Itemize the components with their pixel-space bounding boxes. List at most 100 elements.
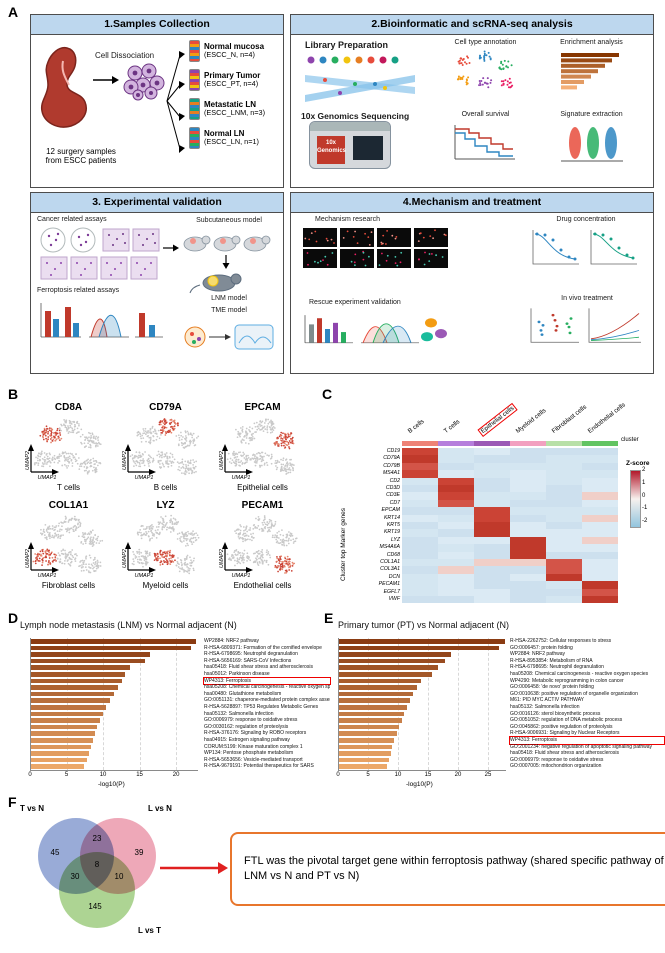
- heatmap-cell: [438, 448, 474, 456]
- heatmap-cell: [510, 462, 546, 471]
- heatmap-cell: [438, 499, 474, 508]
- heatmap-cell: [402, 455, 438, 463]
- umap-scatter: UMAP1 UMAP2: [219, 512, 307, 580]
- heatmap-cell: [402, 448, 438, 456]
- heatmap-cell: [510, 514, 546, 522]
- heatmap-cell: [510, 529, 546, 537]
- umap-scatter: UMAP1 UMAP2: [219, 414, 307, 482]
- umap-axes-icon: [27, 444, 59, 475]
- bar-label: R-HSA-5653656: Vesicle-mediated transpor…: [204, 756, 303, 763]
- heatmap-column-label: B cells: [406, 418, 426, 435]
- heatmap-cell: [402, 485, 438, 493]
- invivo-treatment-icon: [530, 308, 641, 343]
- heatmap-cell: [510, 507, 546, 515]
- zscore-legend-title: Z-score: [626, 460, 650, 467]
- umap-y-axis-label: UMAP2: [121, 549, 128, 568]
- red-arrow-icon: [160, 862, 228, 874]
- heatmap-cell: [438, 507, 474, 515]
- enrichment-bar: [339, 731, 397, 736]
- panel-f-label: F: [8, 794, 17, 810]
- heatmap-column-label: Endothelial cells: [586, 401, 627, 435]
- heatmap-cell: [582, 507, 618, 515]
- heatmap-cell: [582, 522, 618, 530]
- zscore-legend-tick: 2: [642, 467, 646, 473]
- sequencer-brand-line2: Genomics: [317, 147, 347, 154]
- fan-arrows-icon: [166, 51, 185, 153]
- gene-label: CD79A: [383, 455, 400, 462]
- x-tick-label: 20: [172, 772, 180, 778]
- x-tick-label: 5: [366, 772, 370, 778]
- gene-label: COL1A1: [380, 559, 400, 565]
- pt-chart-title: Primary tumor (PT) vs Normal adjacent (N…: [338, 620, 510, 630]
- venn-count-center: 8: [94, 860, 100, 869]
- rescue-validation-label: Rescue experiment validation: [309, 299, 401, 306]
- heatmap-cell: [546, 492, 582, 500]
- ferroptosis-assays-icon: [40, 303, 163, 338]
- heatmap-cell: [438, 470, 474, 478]
- bar-label: GO:0007005: mitochondrion organization: [510, 763, 602, 770]
- heatmap-cell: [402, 536, 438, 545]
- bar-label: WP2884: NRF2 pathway: [204, 638, 260, 644]
- enrichment-bar: [31, 645, 191, 651]
- heatmap-cell: [546, 566, 582, 574]
- ftl-annotation-text: FTL was the pivotal target gene within f…: [244, 854, 664, 882]
- venn-count-t-and-lt: 30: [70, 872, 80, 881]
- heatmap-cell: [474, 448, 510, 456]
- heatmap-cell: [438, 514, 474, 522]
- gene-label: CD3E: [386, 492, 400, 499]
- enrichment-bar: [31, 691, 114, 697]
- enrichment-bar: [31, 711, 104, 717]
- umap-y-axis-label: UMAP2: [218, 451, 225, 470]
- gridline: [66, 638, 68, 770]
- heatmap-cell: [582, 551, 618, 559]
- heatmap-cell: [402, 551, 438, 559]
- heatmap-cell: [474, 529, 510, 537]
- venn-count-l-vs-n-only: 39: [134, 848, 144, 857]
- surgery-samples-caption: 12 surgery samples from ESCC patients: [33, 147, 129, 165]
- cluster-annotation-0: [402, 441, 438, 446]
- umap-gene-title: CD8A: [54, 402, 83, 413]
- heatmap-cell: [510, 499, 546, 508]
- gene-label: CD7: [389, 499, 400, 506]
- heatmap-cell: [582, 499, 618, 508]
- heatmap-cell: [546, 588, 582, 596]
- heatmap-cell: [438, 581, 474, 589]
- umap-x-axis-label: UMAP1: [231, 573, 251, 579]
- lnm-chart-title: Lymph node metastasis (LNM) vs Normal ad…: [20, 620, 237, 630]
- umap-cell-type-label: Endothelial cells: [233, 581, 292, 590]
- bar-label: R-HSA-5628897: TP53 Regulates Metabolic …: [204, 704, 319, 710]
- enrichment-bar: [31, 639, 197, 644]
- drug-concentration-label: Drug concentration: [556, 216, 616, 223]
- sample-item: Metastatic LN (ESCC_LNM, n=3): [189, 97, 281, 120]
- enrichment-bar: [31, 731, 96, 736]
- bar-label: GO:0030162: regulation of proteolysis: [204, 723, 289, 730]
- heatmap-cell: [546, 529, 582, 537]
- umap-x-axis-label: UMAP1: [134, 475, 154, 481]
- cell-dissociation-label: Cell Dissociation: [95, 51, 155, 60]
- lnm-mouse-icon: [189, 273, 242, 294]
- heatmap-cell: [582, 544, 618, 552]
- heatmap-cell: [438, 455, 474, 463]
- umap-plot: CD79A UMAP1 UMAP2 B cells: [117, 402, 214, 492]
- bar-label: hsa05012: Parkinson disease: [204, 671, 270, 677]
- heatmap-cell: [438, 551, 474, 559]
- heatmap-cell: [438, 536, 474, 545]
- heatmap-column-label: T cells: [442, 418, 462, 435]
- heatmap-cell: [546, 455, 582, 463]
- heatmap-cell: [474, 566, 510, 574]
- gridline: [398, 638, 399, 770]
- heatmap-cell: [582, 536, 618, 545]
- enrichment-bar: [339, 639, 505, 644]
- enrichment-bar: [339, 652, 451, 657]
- heatmap-cell: [546, 522, 582, 530]
- heatmap-cell: [582, 470, 618, 478]
- heatmap-cell: [510, 559, 546, 567]
- heatmap-cell: [582, 448, 618, 456]
- heatmap-cell: [402, 559, 438, 567]
- enrichment-bar: [31, 738, 94, 743]
- gene-label: EPCAM: [381, 507, 400, 514]
- x-tick-label: 5: [64, 772, 69, 778]
- enrichment-bar: [31, 744, 91, 750]
- heatmap-cell: [402, 581, 438, 589]
- enrichment-bar: [339, 757, 389, 763]
